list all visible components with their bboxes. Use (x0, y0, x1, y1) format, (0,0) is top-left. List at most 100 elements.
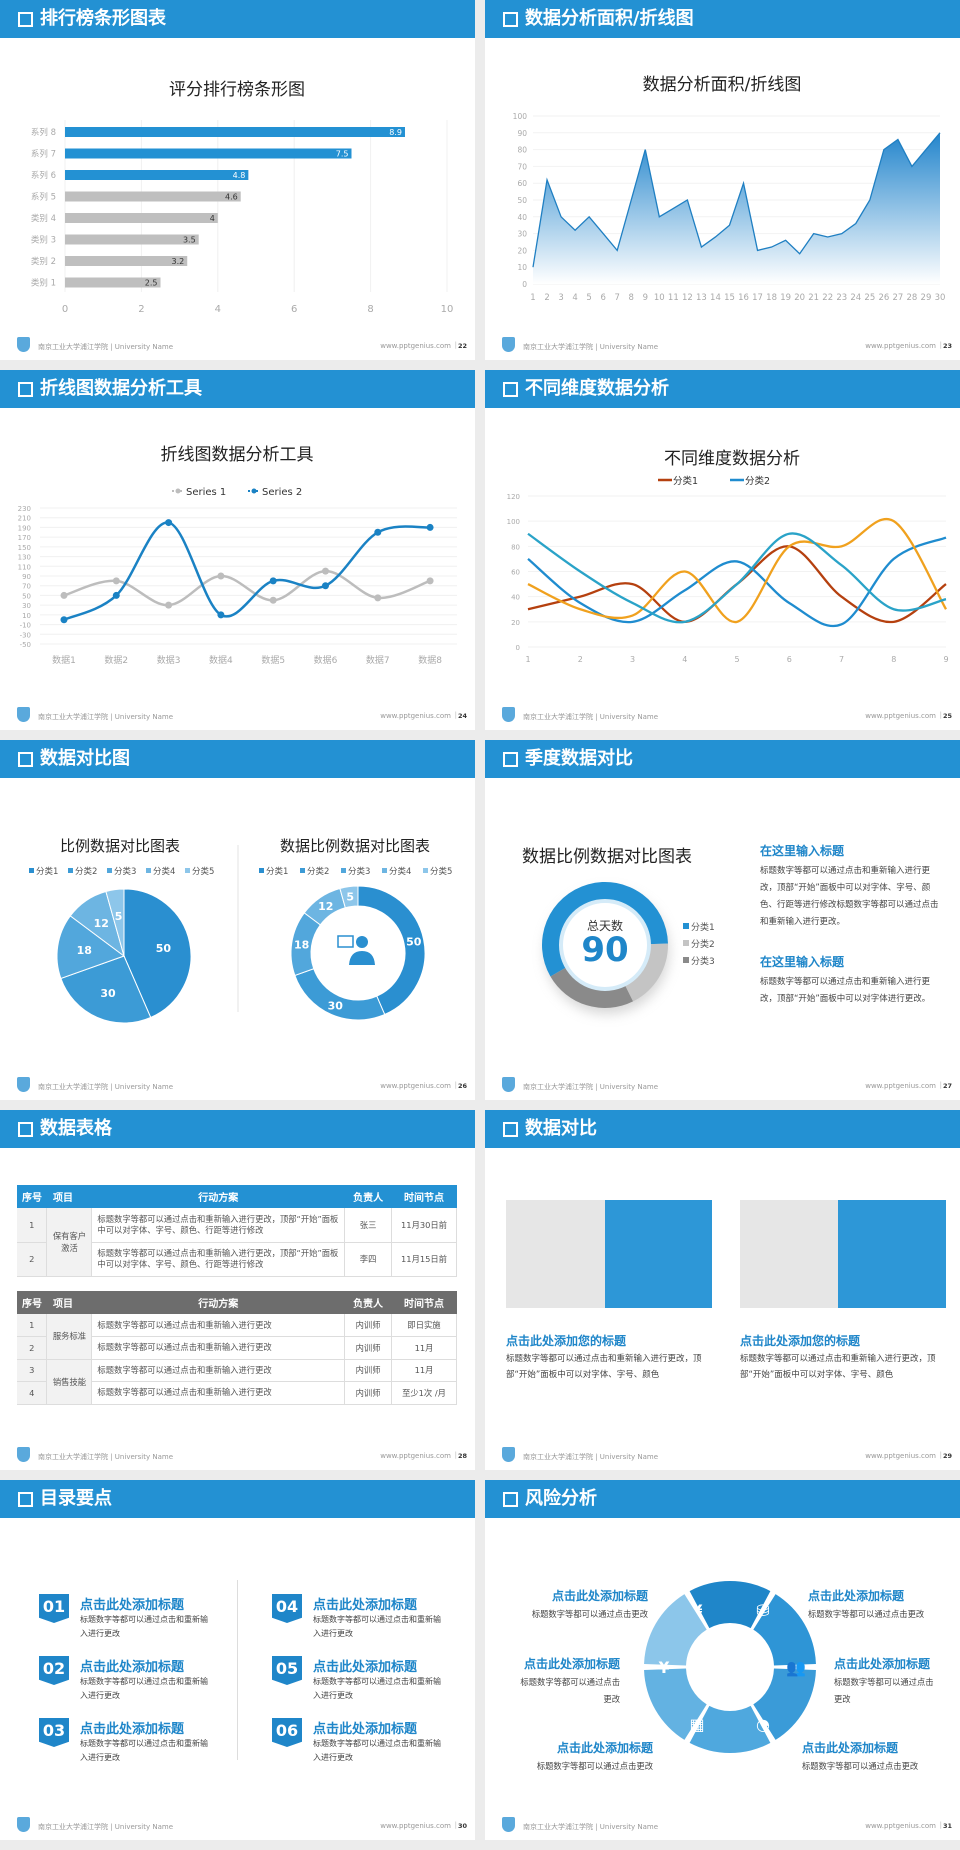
slide-title: 折线图数据分析工具 (40, 378, 202, 399)
x-tick-label: 8 (629, 293, 634, 303)
page-number: 29 (942, 1452, 952, 1460)
row-action: 标题数字等都可以通过点击和重新输入进行更改 (91, 1336, 346, 1360)
slide-header: 不同维度数据分析 (485, 370, 960, 408)
x-tick-label: 7 (839, 655, 844, 664)
category-label: 类别 2 (31, 256, 56, 267)
slice-label: 5 (346, 891, 354, 904)
bar (65, 256, 188, 266)
item-heading[interactable]: 点击此处添加标题 (313, 1598, 418, 1613)
item-heading[interactable]: 点击此处添加标题 (313, 1660, 418, 1675)
item-heading[interactable]: 点击此处添加标题 (523, 1657, 620, 1671)
y-tick-label: 20 (511, 619, 520, 627)
x-tick-label: 4 (682, 655, 687, 664)
y-tick-label: 210 (18, 515, 31, 523)
chart-title: 比例数据对比图表 (60, 837, 180, 855)
pie-slice (294, 968, 386, 1021)
university-logo-icon (502, 1817, 515, 1832)
total-days-value: 90 (581, 930, 628, 970)
legend-swatch (382, 868, 387, 873)
y-tick-label: 70 (517, 162, 527, 171)
column-header: 时间节点 (391, 1185, 457, 1208)
footer-website: www.pptgenius.com (865, 1082, 936, 1090)
item-heading[interactable]: 点击此处添加标题 (834, 1657, 931, 1671)
item-text: 标题数字等都可以通过点击和重新输入进行更改 (313, 1739, 441, 1762)
y-tick-label: 110 (18, 563, 31, 571)
x-tick-label: 22 (822, 293, 833, 303)
slide-header: 排行榜条形图表 (0, 0, 475, 38)
legend-swatch (29, 868, 34, 873)
y-tick-label: 60 (517, 179, 527, 188)
slide-header: 数据对比图 (0, 740, 475, 778)
block-heading: 在这里输入标题 (760, 844, 845, 858)
ring-segment (644, 1668, 707, 1740)
legend-label: 分类2 (75, 866, 97, 877)
y-tick-label: 50 (22, 592, 31, 600)
data-point (217, 611, 225, 619)
pie-slice (60, 955, 152, 1024)
y-tick-label: -30 (20, 631, 31, 639)
item-heading[interactable]: 点击此处添加标题 (80, 1598, 185, 1613)
legend-label: 分类5 (192, 866, 214, 877)
row-time: 11月30日前 (391, 1208, 457, 1243)
chart-title: 不同维度数据分析 (664, 449, 800, 469)
slice-label: 5 (115, 910, 123, 923)
footer-website: www.pptgenius.com (865, 1452, 936, 1460)
x-tick-label: 3 (558, 293, 563, 303)
item-heading[interactable]: 点击此处添加标题 (313, 1722, 418, 1737)
item-heading[interactable]: 点击此处添加标题 (551, 1589, 648, 1603)
y-tick-label: 10 (22, 612, 31, 620)
y-tick-label: 120 (507, 493, 520, 501)
y-tick-label: -50 (20, 641, 31, 649)
slide-title: 不同维度数据分析 (525, 378, 669, 399)
column-header: 负责人 (344, 1291, 392, 1314)
page-number: 28 (457, 1452, 467, 1460)
pie-slice (123, 888, 192, 1019)
page-number: 25 (942, 712, 952, 720)
item-heading[interactable]: 点击此处添加标题 (802, 1741, 899, 1755)
item-text: 标题数字等都可以通过点击更改 (536, 1761, 653, 1771)
table-header-row: 序号 项目 行动方案 负责人 时间节点 (17, 1185, 457, 1208)
donut-glow (559, 899, 651, 991)
footer-school-name: 南京工业大学浦江学院 | University Name (38, 343, 173, 351)
slide: 风险分析 南京工业大学浦江学院 | University Name www.pptg… (485, 1480, 960, 1840)
image-placeholder[interactable] (506, 1200, 605, 1308)
slide-header: 目录要点 (0, 1480, 475, 1518)
data-label: 4.8 (233, 171, 246, 180)
slide-title: 风险分析 (525, 1488, 597, 1509)
legend-label: Series 1 (186, 487, 226, 498)
legend-swatch (683, 957, 689, 963)
item-heading[interactable]: 点击此处添加标题 (80, 1660, 185, 1675)
slide-title: 排行榜条形图表 (40, 8, 166, 29)
slide: 折线图数据分析工具 南京工业大学浦江学院 | University Name www… (0, 370, 475, 730)
item-heading[interactable]: 点击此处添加标题 (808, 1589, 905, 1603)
row-time: 即日实施 (391, 1314, 457, 1337)
data-point (60, 591, 68, 599)
x-tick-label: 5 (586, 293, 591, 303)
y-tick-label: 80 (511, 543, 520, 551)
row-time: 至少1次 /月 (391, 1381, 457, 1405)
slide: 季度数据对比 南京工业大学浦江学院 | University Name www.pp… (485, 740, 960, 1100)
data-table: 序号 项目 行动方案 负责人 时间节点 1 保有客户激活 标题数字等都可以通过点击和重新输入进… (17, 1185, 457, 1277)
x-tick-label: 数据1 (52, 654, 76, 666)
block-text: 标题数字等都可以通过点击和重新输入进行更改，顶部“开始”面板中可以对字体、字号、… (760, 866, 939, 927)
donut-segment (542, 882, 668, 977)
item-heading[interactable]: 点击此处添加标题 (556, 1741, 653, 1755)
x-tick-label: 23 (836, 293, 847, 303)
x-tick-label: 24 (850, 293, 861, 303)
data-label: 7.5 (336, 150, 349, 159)
footer-separator: | (939, 1451, 942, 1459)
footer-website: www.pptgenius.com (380, 342, 451, 350)
slice-label: 50 (406, 935, 422, 948)
image-placeholder[interactable] (740, 1200, 838, 1308)
y-tick-label: 70 (22, 583, 31, 591)
data-label: 4 (210, 214, 215, 223)
data-label: 2.5 (145, 279, 158, 288)
row-number: 2 (17, 1336, 48, 1360)
item-heading[interactable]: 点击此处添加标题 (80, 1722, 185, 1737)
row-action: 标题数字等都可以通过点击和重新输入进行更改，顶部“开始”面板中可以对字体、字号、… (91, 1208, 346, 1243)
y-tick-label: 40 (511, 594, 520, 602)
page-number: 30 (457, 1822, 467, 1830)
checkbox-square-icon (18, 1122, 33, 1137)
slide-graphics: 评分排行榜条形图 0 2 4 6 8 10 系列 8 8.9 系列 7 7.5 系列 6 4.8 系列 5… (31, 80, 453, 315)
row-item: 销售技能 (46, 1359, 93, 1405)
